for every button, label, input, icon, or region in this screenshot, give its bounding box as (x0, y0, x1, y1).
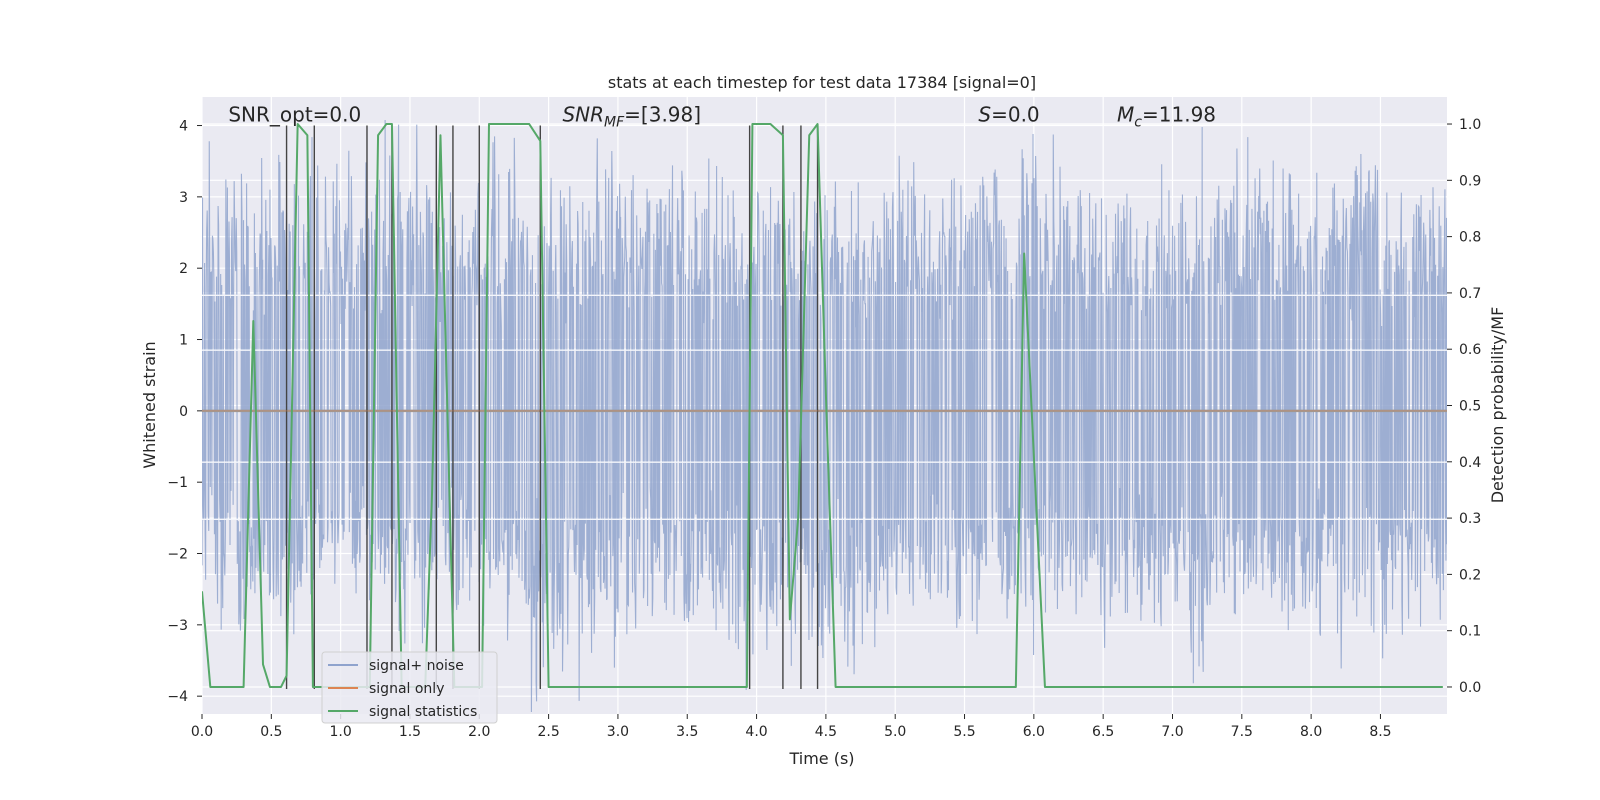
legend-label-signal-statistics: signal statistics (369, 704, 477, 720)
y2-tick-label: 0.2 (1459, 567, 1481, 583)
x-tick-label: 4.5 (815, 724, 837, 740)
y-tick-label: −2 (167, 547, 188, 563)
y2-tick-label: 0.1 (1459, 624, 1481, 640)
legend-box (321, 651, 498, 724)
x-tick-label: 6.0 (1023, 724, 1045, 740)
series-signal-statistics (202, 123, 1443, 688)
y2-tick-label: 0.6 (1459, 342, 1481, 358)
x-tick-label: 3.5 (676, 724, 698, 740)
x-tick-label: 7.5 (1231, 724, 1253, 740)
x-tick-label: 4.0 (745, 724, 767, 740)
x-tick-label: 7.0 (1161, 724, 1183, 740)
legend-label-signal-noise: signal+ noise (369, 658, 464, 674)
annotation-0: SNR_opt=0.0 (228, 102, 361, 126)
annotation-3: Mc=11.98 (1117, 102, 1216, 130)
x-tick-label: 0.0 (191, 724, 213, 740)
x-tick-label: 2.0 (468, 724, 490, 740)
y2-tick-label: 0.0 (1459, 680, 1481, 696)
y2-tick-label: 0.4 (1459, 455, 1481, 471)
x-tick-label: 8.0 (1300, 724, 1322, 740)
annotation-2: S=0.0 (978, 102, 1039, 126)
series-signal-noise (202, 120, 1447, 712)
x-tick-label: 2.5 (537, 724, 559, 740)
x-tick-label: 1.5 (399, 724, 421, 740)
y-tick-label: 0 (179, 404, 188, 420)
y2-tick-label: 0.5 (1459, 399, 1481, 415)
y-tick-label: 1 (179, 333, 188, 349)
y2-tick-label: 0.9 (1459, 173, 1481, 189)
y-tick-label: 4 (179, 119, 188, 135)
y-axis-label: Whitened strain (140, 341, 159, 468)
y2-axis-ticks: 0.0 0.1 0.2 0.3 0.4 0.5 0.6 0.7 0.8 0.9 1.0 (1447, 117, 1481, 696)
y-tick-label: −4 (167, 689, 188, 705)
annotation-1: SNRMF=[3.98] (562, 102, 701, 130)
x-tick-label: 6.5 (1092, 724, 1114, 740)
signal-noise-line (202, 120, 1447, 712)
x-axis-ticks: 0.0 0.5 1.0 1.5 2.0 2.5 3.0 3.5 4.0 4.5 5.0 5.5 6.0 6… (191, 714, 1392, 740)
y2-tick-label: 0.8 (1459, 230, 1481, 246)
y-tick-label: 2 (179, 261, 188, 277)
annotations: SNR_opt=0.0 SNRMF=[3.98] S=0.0 Mc=11.98 (228, 102, 1216, 130)
x-tick-label: 5.0 (884, 724, 906, 740)
x-tick-label: 0.5 (260, 724, 282, 740)
y2-tick-label: 0.7 (1459, 286, 1481, 302)
x-axis-label: Time (s) (788, 749, 854, 768)
y-tick-label: −1 (167, 475, 188, 491)
chart-title: stats at each timestep for test data 173… (608, 73, 1036, 92)
legend-label-signal-only: signal only (369, 681, 444, 697)
y-axis-ticks: −4 −3 −2 −1 0 1 2 3 4 (167, 119, 202, 705)
y2-tick-label: 0.3 (1459, 511, 1481, 527)
y2-tick-label: 1.0 (1459, 117, 1481, 133)
x-tick-label: 5.5 (953, 724, 975, 740)
y-tick-label: 3 (179, 190, 188, 206)
x-tick-label: 1.0 (330, 724, 352, 740)
legend: signal+ noise signal only signal statist… (321, 651, 498, 724)
signal-statistics-line (202, 123, 1443, 688)
x-tick-label: 8.5 (1369, 724, 1391, 740)
y2-axis-label: Detection probability/MF (1488, 307, 1507, 504)
x-tick-label: 3.0 (607, 724, 629, 740)
y-tick-label: −3 (167, 618, 188, 634)
